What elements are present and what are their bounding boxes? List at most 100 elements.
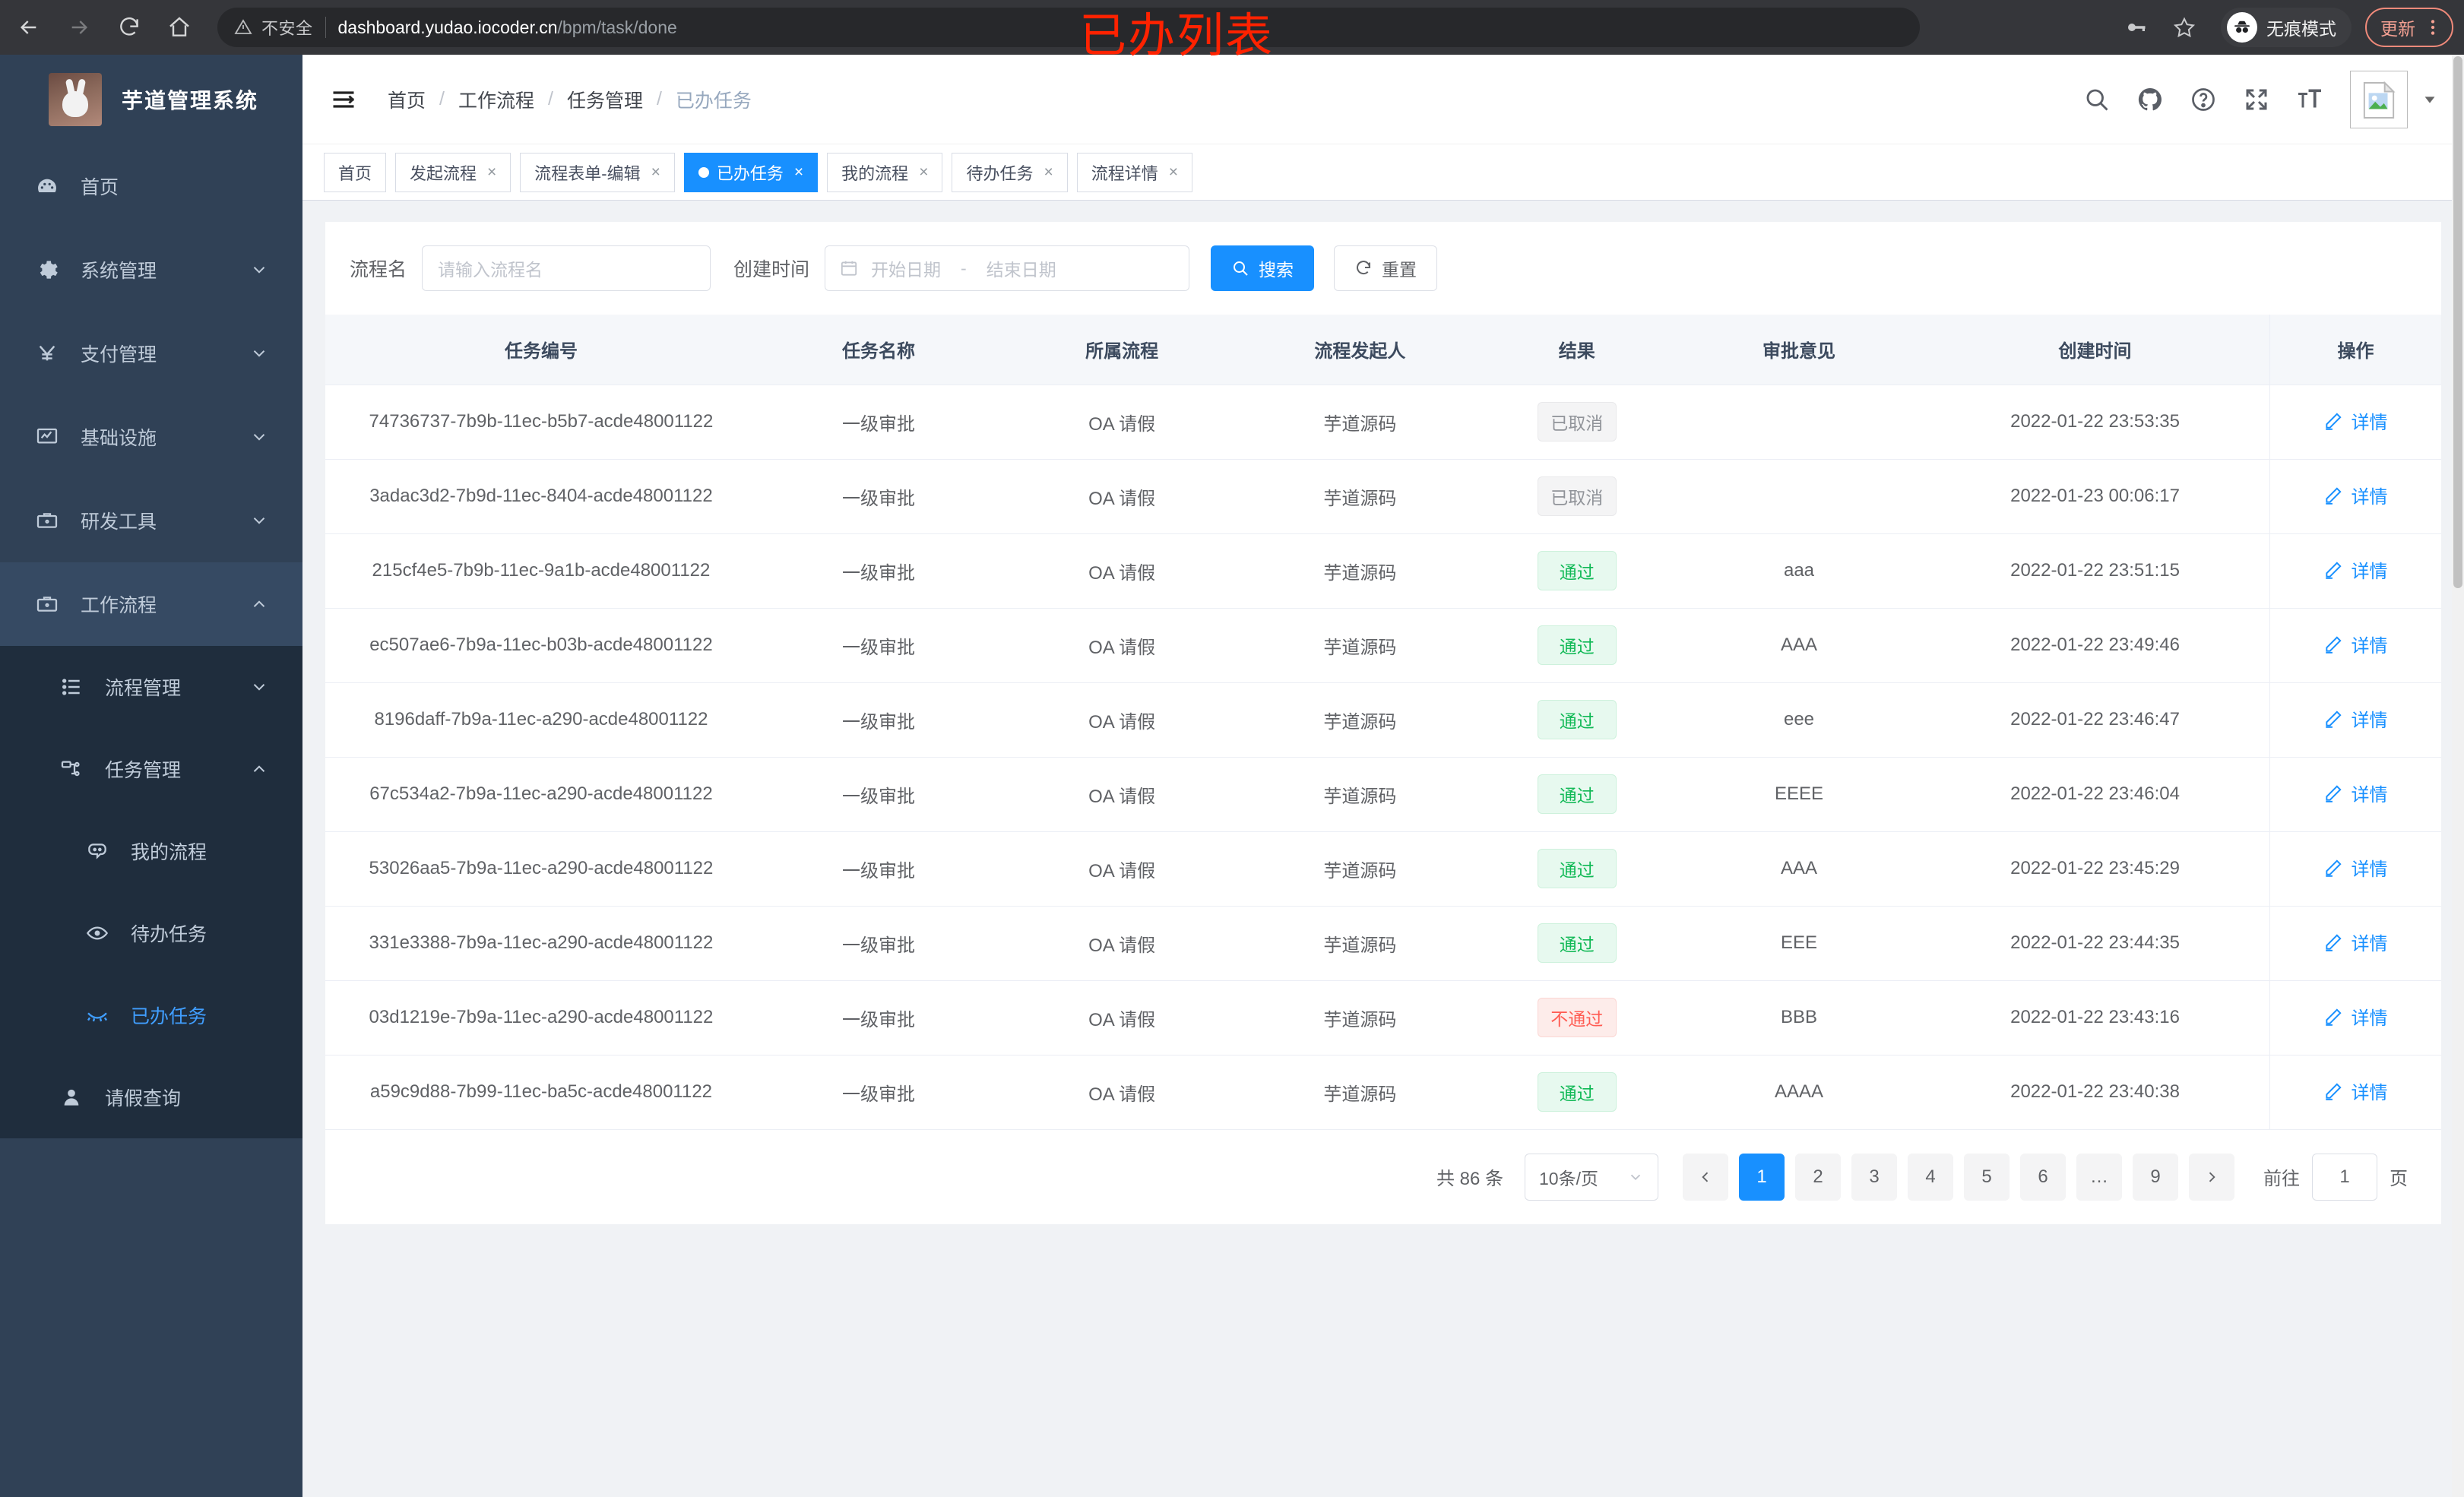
search-button[interactable]: 搜索 — [1211, 245, 1315, 291]
more-menu-icon[interactable] — [2423, 17, 2443, 37]
cell-opinion: EEEE — [1677, 757, 1921, 832]
detail-button[interactable]: 详情 — [2323, 1003, 2387, 1030]
breadcrumb-item[interactable]: 工作流程 — [458, 90, 534, 112]
detail-button[interactable]: 详情 — [2323, 631, 2387, 657]
tab-todo-tasks[interactable]: 待办任务 × — [952, 152, 1068, 192]
chevron-down-icon[interactable] — [2421, 91, 2438, 108]
next-page-button[interactable] — [2189, 1153, 2234, 1201]
cell-actions: 详情 — [2269, 682, 2441, 758]
page-button-9[interactable]: 9 — [2133, 1153, 2178, 1201]
detail-button[interactable]: 详情 — [2323, 1078, 2387, 1104]
briefcase-icon — [26, 592, 68, 616]
close-icon[interactable]: × — [919, 163, 929, 181]
tab-done-tasks[interactable]: 已办任务 × — [683, 152, 819, 192]
sidebar-item-label: 流程管理 — [105, 678, 182, 699]
close-icon[interactable]: × — [487, 163, 497, 181]
search-icon[interactable] — [2070, 73, 2124, 126]
home-icon[interactable] — [158, 6, 201, 49]
reload-icon[interactable] — [108, 6, 150, 49]
sidebar-item-label: 系统管理 — [81, 261, 157, 282]
tab-home[interactable]: 首页 — [324, 152, 387, 192]
cell-task-name: 一级审批 — [756, 906, 1001, 981]
brand-title: 芋道管理系统 — [122, 89, 259, 112]
close-icon[interactable]: × — [651, 163, 660, 181]
prev-page-button[interactable] — [1683, 1153, 1728, 1201]
update-button[interactable]: 更新 — [2365, 8, 2453, 47]
page-button-4[interactable]: 4 — [1908, 1153, 1953, 1201]
tab-process-form-edit[interactable]: 流程表单-编辑 × — [520, 152, 675, 192]
search-input[interactable]: 请输入流程名 — [422, 245, 711, 291]
help-icon[interactable] — [2177, 73, 2230, 126]
close-icon[interactable]: × — [793, 163, 804, 181]
cell-initiator: 芋道源码 — [1243, 757, 1477, 832]
sidebar-item-devtools[interactable]: 研发工具 — [0, 479, 302, 562]
detail-button-label: 详情 — [2351, 785, 2388, 806]
cell-task-name: 一级审批 — [756, 459, 1001, 534]
github-icon[interactable] — [2124, 73, 2177, 126]
sidebar-item-payment[interactable]: 支付管理 — [0, 312, 302, 395]
sidebar-item-label: 基础设施 — [81, 428, 157, 449]
page-button-5[interactable]: 5 — [1964, 1153, 2010, 1201]
detail-button[interactable]: 详情 — [2323, 780, 2387, 806]
cell-actions: 详情 — [2269, 385, 2441, 460]
sidebar-item-my-process[interactable]: 我的流程 — [0, 810, 302, 892]
page-ellipsis[interactable]: … — [2076, 1153, 2122, 1201]
table-row: 8196daff-7b9a-11ec-a290-acde48001122 一级审批… — [325, 682, 2441, 758]
sidebar-item-todo-tasks[interactable]: 待办任务 — [0, 892, 302, 974]
cell-initiator: 芋道源码 — [1243, 608, 1477, 683]
breadcrumb-item[interactable]: 首页 — [388, 90, 426, 112]
page-button-6[interactable]: 6 — [2020, 1153, 2066, 1201]
tab-start-process[interactable]: 发起流程 × — [395, 152, 511, 192]
font-size-icon[interactable] — [2283, 73, 2336, 126]
scrollbar-thumb[interactable] — [2453, 56, 2462, 588]
reset-button[interactable]: 重置 — [1334, 245, 1438, 291]
page-button-3[interactable]: 3 — [1851, 1153, 1897, 1201]
sidebar-item-system[interactable]: 系统管理 — [0, 228, 302, 312]
cell-process: OA 请假 — [1000, 757, 1244, 832]
column-header-task-name: 任务名称 — [756, 315, 1001, 385]
key-icon[interactable] — [2116, 8, 2155, 47]
incognito-icon — [2227, 12, 2257, 43]
close-icon[interactable]: × — [1168, 163, 1179, 181]
sidebar-item-process-management[interactable]: 流程管理 — [0, 646, 302, 728]
sidebar-item-task-management[interactable]: 任务管理 — [0, 728, 302, 810]
sidebar-item-home[interactable]: 首页 — [0, 144, 302, 228]
page-scrollbar[interactable] — [2452, 55, 2464, 1497]
detail-button-label: 详情 — [2351, 562, 2388, 583]
page-button-2[interactable]: 2 — [1795, 1153, 1841, 1201]
sidebar-item-infrastructure[interactable]: 基础设施 — [0, 395, 302, 479]
incognito-badge[interactable]: 无痕模式 — [2221, 8, 2352, 47]
detail-button[interactable]: 详情 — [2323, 854, 2387, 881]
forward-icon[interactable] — [58, 6, 100, 49]
sidebar-item-workflow[interactable]: 工作流程 — [0, 562, 302, 646]
sidebar-item-leave-query[interactable]: 请假查询 — [0, 1056, 302, 1138]
detail-button[interactable]: 详情 — [2323, 929, 2387, 955]
back-icon[interactable] — [8, 6, 50, 49]
cell-process: OA 请假 — [1000, 1055, 1244, 1130]
page-size-select[interactable]: 10条/页 — [1525, 1153, 1658, 1201]
hamburger-icon[interactable] — [330, 86, 357, 113]
address-bar[interactable]: 不安全 dashboard.yudao.iocoder.cn/bpm/task/… — [217, 8, 1920, 47]
tab-my-process[interactable]: 我的流程 × — [827, 152, 943, 192]
detail-button[interactable]: 详情 — [2323, 556, 2387, 583]
breadcrumb-item[interactable]: 任务管理 — [566, 90, 643, 112]
goto-page-input[interactable]: 1 — [2312, 1153, 2377, 1201]
avatar[interactable] — [2350, 70, 2408, 128]
bookmark-star-icon[interactable] — [2165, 8, 2204, 47]
close-icon[interactable]: × — [1044, 163, 1053, 181]
sidebar-item-done-tasks[interactable]: 已办任务 — [0, 974, 302, 1056]
page-button-1[interactable]: 1 — [1739, 1153, 1785, 1201]
date-separator: - — [961, 258, 967, 278]
detail-button[interactable]: 详情 — [2323, 407, 2387, 434]
sidebar-item-label: 任务管理 — [105, 760, 182, 781]
url-host: dashboard.yudao.iocoder.cn — [337, 17, 558, 37]
date-range-picker[interactable]: 开始日期 - 结束日期 — [825, 245, 1190, 291]
cell-opinion — [1677, 459, 1921, 534]
detail-button[interactable]: 详情 — [2323, 705, 2387, 732]
detail-button[interactable]: 详情 — [2323, 482, 2387, 508]
status-badge: 通过 — [1537, 551, 1617, 590]
fullscreen-icon[interactable] — [2230, 73, 2283, 126]
sidebar-item-label: 我的流程 — [131, 842, 207, 863]
tab-process-detail[interactable]: 流程详情 × — [1076, 152, 1193, 192]
brand[interactable]: 芋道管理系统 — [0, 55, 302, 144]
